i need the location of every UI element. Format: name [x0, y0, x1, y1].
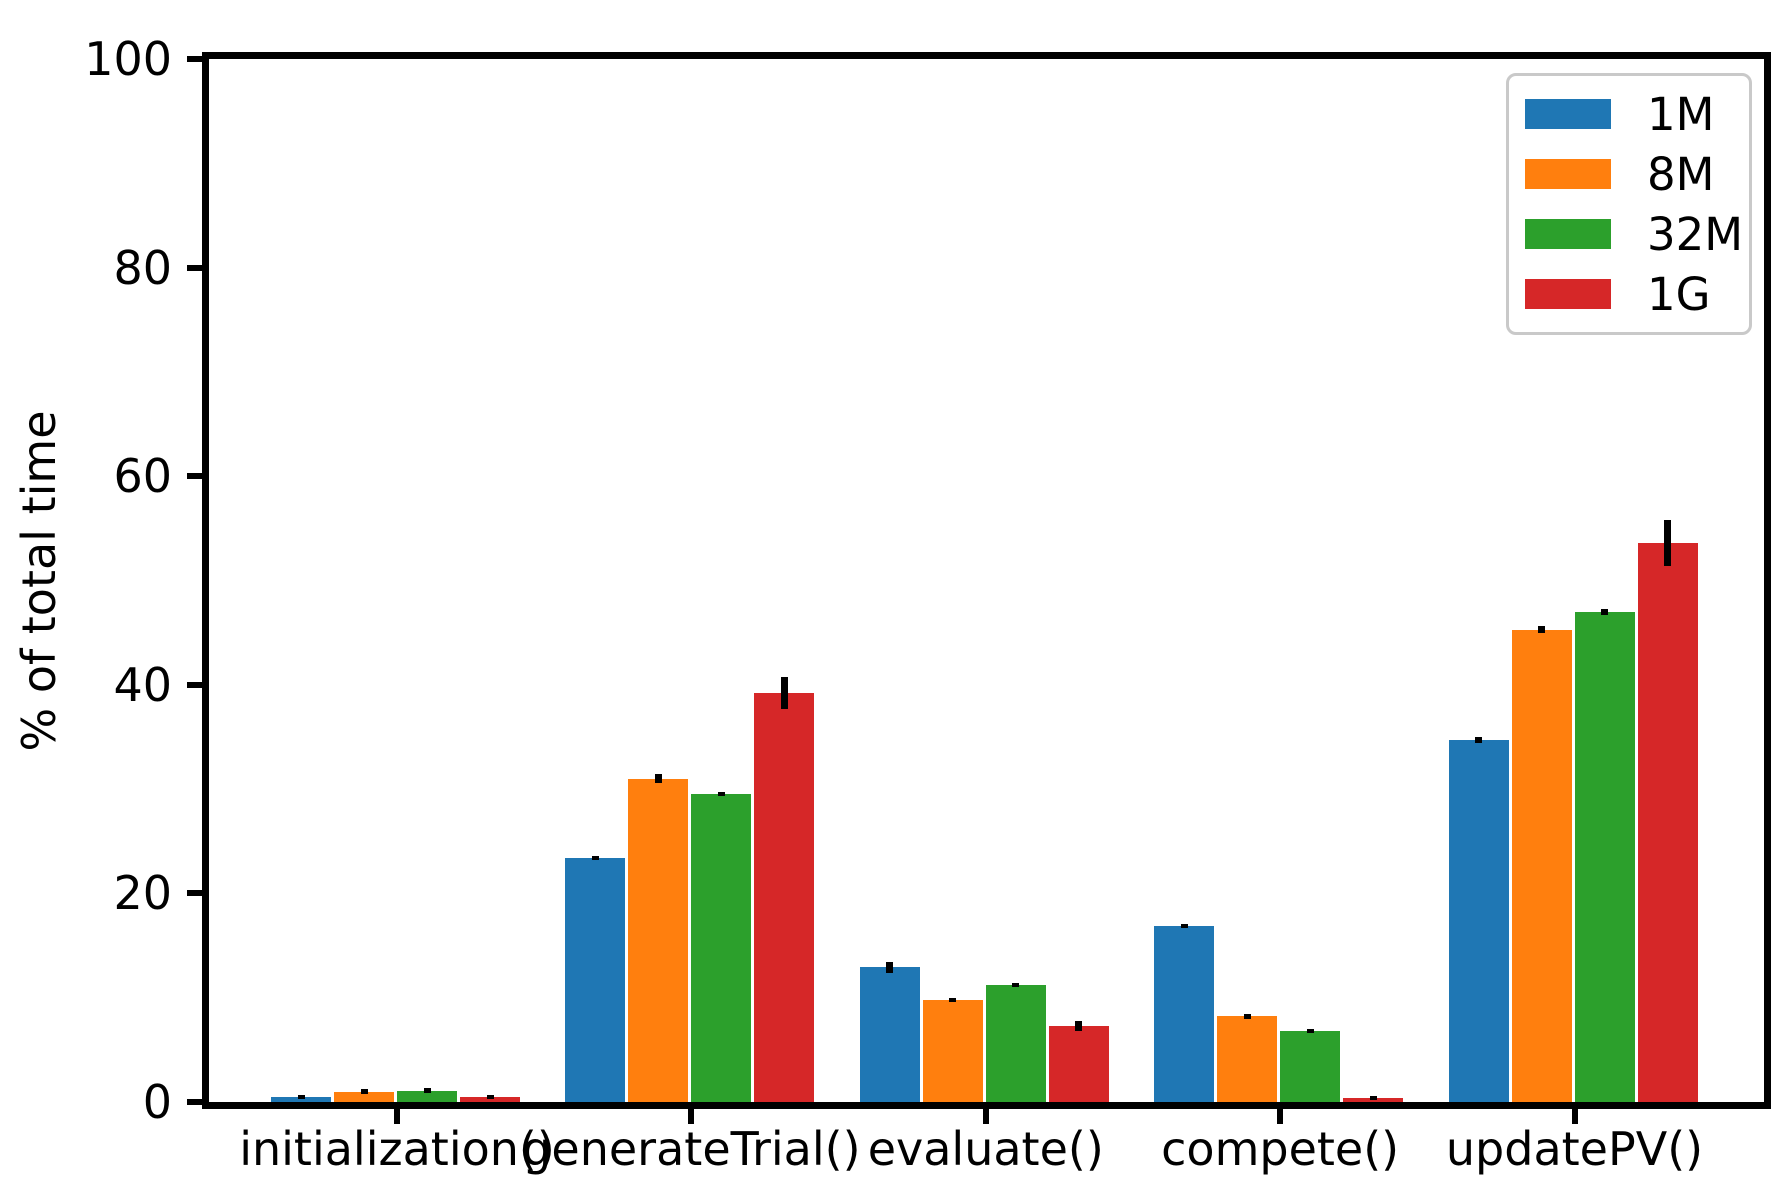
legend-item-1G: 1G: [1525, 272, 1749, 317]
bar-1M-1: [271, 1096, 331, 1102]
bar-1M-2: [565, 857, 626, 1102]
y-tick: [187, 56, 202, 62]
error-bar-1M-5: [1475, 736, 1482, 744]
bar-1G-3: [1048, 1025, 1109, 1102]
bar-32M-1: [397, 1090, 457, 1102]
x-tick-label: compete(): [1161, 1122, 1400, 1176]
bar-1M-3: [859, 967, 920, 1102]
y-tick-label: 40: [113, 657, 172, 712]
bar-1G-2: [754, 693, 815, 1102]
x-tick: [982, 1109, 989, 1124]
bar-1G-5: [1637, 542, 1698, 1102]
bar-1G-1: [460, 1096, 520, 1102]
error-bar-1G-3: [1075, 1020, 1083, 1032]
x-tick-label: updatePV(): [1445, 1122, 1704, 1176]
error-bar-1M-4: [1180, 923, 1188, 928]
bar-32M-3: [985, 985, 1046, 1102]
bar-1G-4: [1343, 1097, 1404, 1102]
legend-swatch-icon: [1525, 99, 1611, 129]
legend-label: 1G: [1647, 267, 1711, 321]
error-bar-1G-4: [1369, 1095, 1377, 1100]
legend-item-8M: 8M: [1525, 152, 1749, 197]
bar-8M-2: [628, 778, 689, 1102]
y-tick: [187, 681, 202, 688]
y-tick: [187, 1099, 202, 1105]
y-tick: [187, 264, 202, 271]
x-tick-label: initialization(): [239, 1122, 555, 1176]
bar-32M-4: [1280, 1031, 1341, 1102]
legend-swatch-icon: [1525, 159, 1611, 189]
bar-8M-4: [1217, 1016, 1278, 1102]
y-tick-label: 100: [84, 32, 172, 86]
legend-label: 1M: [1647, 87, 1715, 141]
error-bar-1G-2: [780, 677, 788, 709]
x-tick: [688, 1109, 695, 1124]
error-bar-8M-4: [1243, 1014, 1251, 1019]
bar-1M-4: [1154, 925, 1215, 1102]
error-bar-32M-2: [717, 792, 725, 797]
x-tick: [1277, 1109, 1284, 1124]
legend-item-1M: 1M: [1525, 92, 1749, 137]
error-bar-8M-5: [1538, 626, 1545, 633]
legend-item-32M: 32M: [1525, 212, 1749, 257]
error-bar-1M-3: [886, 962, 894, 973]
error-bar-32M-1: [423, 1088, 431, 1093]
error-bar-32M-3: [1012, 983, 1020, 988]
error-bar-1G-5: [1664, 520, 1671, 566]
legend-label: 8M: [1647, 147, 1715, 201]
y-tick: [187, 473, 202, 480]
legend: 1M 8M 32M 1G: [1506, 73, 1752, 335]
error-bar-1G-1: [486, 1094, 494, 1099]
x-tick: [1571, 1109, 1578, 1124]
y-tick: [187, 890, 202, 897]
y-tick-label: 20: [113, 866, 172, 921]
error-bar-1M-2: [591, 855, 599, 861]
legend-swatch-icon: [1525, 219, 1611, 249]
bar-8M-5: [1511, 629, 1572, 1102]
bar-1M-5: [1448, 740, 1509, 1102]
x-tick: [394, 1109, 400, 1124]
x-tick-label: generateTrial(): [522, 1122, 861, 1176]
error-bar-8M-1: [360, 1089, 368, 1094]
legend-label: 32M: [1647, 207, 1744, 261]
x-tick-label: evaluate(): [867, 1122, 1104, 1176]
bar-8M-1: [334, 1091, 394, 1102]
y-tick-label: 60: [113, 449, 172, 504]
y-tick-label: 0: [142, 1075, 172, 1129]
bar-32M-2: [691, 794, 752, 1102]
error-bar-32M-4: [1306, 1029, 1314, 1034]
error-bar-32M-5: [1601, 608, 1608, 615]
bar-8M-3: [922, 999, 983, 1102]
error-bar-1M-1: [297, 1094, 305, 1099]
bar-32M-5: [1574, 611, 1635, 1102]
legend-swatch-icon: [1525, 279, 1611, 309]
y-tick-label: 80: [113, 240, 172, 295]
error-bar-8M-3: [949, 997, 957, 1002]
error-bar-8M-2: [654, 774, 662, 783]
